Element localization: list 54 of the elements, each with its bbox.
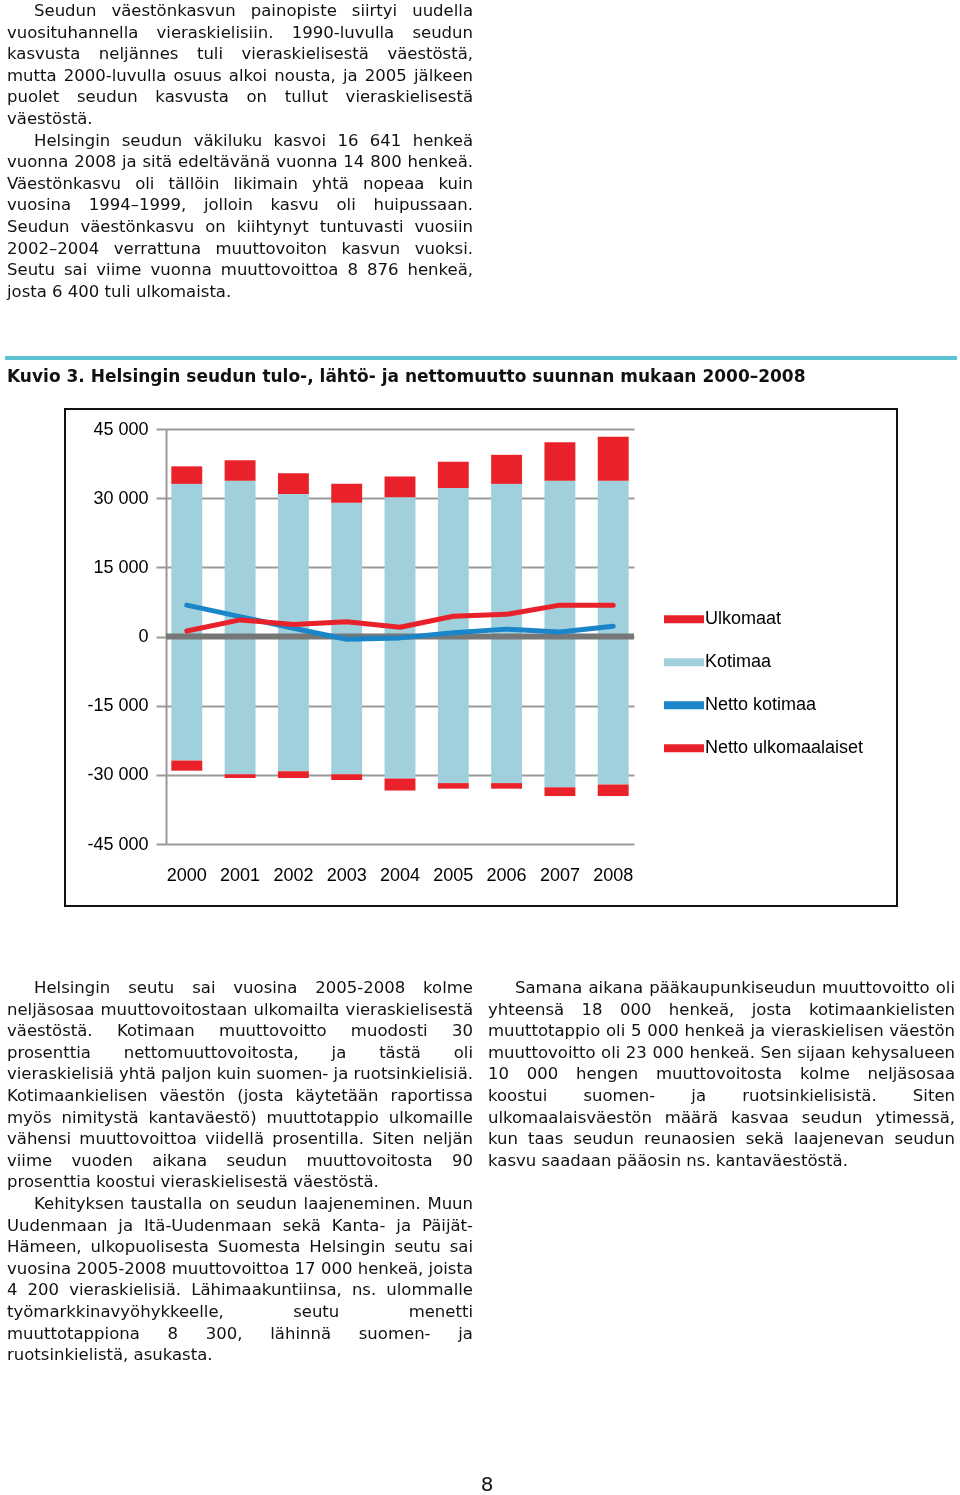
y-tick-label: 30 000 bbox=[93, 487, 149, 508]
bar bbox=[384, 476, 416, 498]
text: Samana aikana pääkaupunkiseudun muuttovoitto oli yhteensä 18 000 henkeä, josta kotimaankielisten muuttotappio oli 5 000 henkeä ja vieraskielisen väestön muuttovoitto oli 23 000 henkeä. Sen sijaan kehysalueen 10 000 hengen muuttovoitosta kolme neljäsosaa koostui suomen- ja ruotsinkielisistä. Siten ulkomaalaisväestön määrä kasvaa seudun ytimessä, kun taas seudun reunaosien sekä laajenevan seudun kasvu saadaan pääosin ns. kantaväestöstä. bbox=[488, 978, 955, 1170]
y-tick-label: -30 000 bbox=[87, 764, 149, 785]
bar bbox=[277, 771, 309, 779]
chart-frame: 2000 2001 2002 2003 2004 2005 2006 2007 2008 -45 000 -30 000 -15 000 0 15 000 30 000 45 000 Ulkomaat Kotimaa Netto kotimaa Netto ulkomaalaiset bbox=[64, 408, 898, 907]
bar bbox=[491, 783, 523, 789]
bar bbox=[224, 460, 256, 481]
x-tick-label: 2000 bbox=[166, 864, 207, 885]
bar bbox=[597, 784, 629, 797]
bar bbox=[437, 461, 469, 489]
bar bbox=[544, 787, 576, 797]
bar bbox=[544, 480, 576, 637]
bar bbox=[384, 778, 416, 791]
y-tick-label: 0 bbox=[138, 626, 149, 646]
text: Helsingin seudun väkiluku kasvoi 16 641 henkeä vuonna 2008 ja sitä edeltävänä vuonna 14 800 henkeä. Väestönkasvu oli tällöin likimain yhtä nopeaa kuin vuosina 1994–1999, jolloin kasvu oli huipussaan. Seudun väestönkasvu on kiihtynyt tuntuvasti vuosiin 2002–2004 verrattuna muuttovoiton kasvun vuoksi. Seutu sai viime vuonna muuttovoittoa 8 876 henkeä, josta 6 400 tuli ulkomaista. bbox=[7, 129, 473, 303]
x-tick-label: 2002 bbox=[273, 864, 314, 885]
text: Kehityksen taustalla on seudun laajeneminen. Muun Uudenmaan ja Itä-Uudenmaan sekä Kanta- ja Päijät-Hämeen, ulkopuolisesta Suomesta Helsingin seutu sai vuosina 2005-2008 muuttovoittoa 17 000 henkeä, joista 4 200 vieraskielisiä. Lähimaakuntiinsa, ns. ulommalle työmarkkinavyöhykkeelle, seutu menetti muuttotappiona 8 300, lähinnä suomen- ja ruotsinkielistä, asukasta. bbox=[7, 1192, 473, 1366]
bar bbox=[544, 442, 576, 481]
bar bbox=[277, 494, 309, 637]
bar bbox=[597, 480, 629, 637]
text: Helsingin seutu sai vuosina 2005-2008 kolme neljäsosaa muuttovoitostaan ulkomailta vieraskielisestä väestöstä. Kotimaan muuttovoitto muodosti 30 prosenttia nettomuuttovoitosta, ja tästä oli vieraskielisiä yhtä paljon kuin suomen- ja ruotsinkielisiä. Kotimaankielisen väestön (josta käytetään raportissa myös nimitystä kantaväestö) muuttotappio ulkomaille vähensi muuttovoittoa viidellä prosentilla. Siten neljän viime vuoden aikana seudun muuttovoitosta 90 prosenttia koostui vieraskielisestä väestöstä. bbox=[7, 978, 473, 1192]
bar bbox=[224, 774, 256, 779]
x-tick-label: 2004 bbox=[379, 864, 421, 885]
bar bbox=[491, 454, 523, 484]
y-tick-label: 15 000 bbox=[93, 556, 149, 577]
text: Seudun väestönkasvun painopiste siirtyi uudella vuosituhannella vieraskielisiin. 1990-luvulla seudun kasvusta neljännes tuli vieraskielisestä väestöstä, mutta 2000-luvulla osuus alkoi nousta, ja 2005 jälkeen puolet seudun kasvusta on tullut vieraskielisestä väestöstä. bbox=[7, 0, 473, 130]
y-tick-label: -45 000 bbox=[87, 833, 149, 854]
x-tick-label: 2006 bbox=[486, 864, 527, 885]
x-tick-label: 2001 bbox=[220, 864, 261, 885]
bar bbox=[331, 502, 363, 637]
bar bbox=[277, 473, 309, 495]
x-tick-label: 2003 bbox=[326, 864, 367, 885]
x-tick-label: 2007 bbox=[539, 864, 580, 885]
bar bbox=[224, 480, 256, 637]
bar bbox=[491, 483, 523, 637]
bar bbox=[331, 483, 363, 503]
bar bbox=[171, 483, 203, 637]
x-tick-label: 2005 bbox=[433, 864, 474, 885]
legend-label: Ulkomaat bbox=[705, 608, 782, 629]
text: 8 bbox=[479, 1472, 495, 1495]
bar bbox=[331, 774, 363, 780]
y-tick-label: -15 000 bbox=[87, 695, 149, 716]
bar bbox=[171, 466, 203, 484]
bar bbox=[171, 760, 203, 771]
y-tick-label: 45 000 bbox=[93, 418, 149, 439]
x-tick-label: 2008 bbox=[593, 864, 634, 885]
legend-label: Netto ulkomaalaiset bbox=[705, 737, 864, 758]
bar bbox=[437, 783, 469, 789]
legend-label: Kotimaa bbox=[705, 651, 773, 672]
bar bbox=[384, 497, 416, 637]
legend-label: Netto kotimaa bbox=[705, 694, 818, 715]
chart-title: Kuvio 3. Helsingin seudun tulo-, lähtö- ja nettomuutto suunnan mukaan 2000–2008 bbox=[7, 366, 806, 386]
bar bbox=[597, 436, 629, 481]
